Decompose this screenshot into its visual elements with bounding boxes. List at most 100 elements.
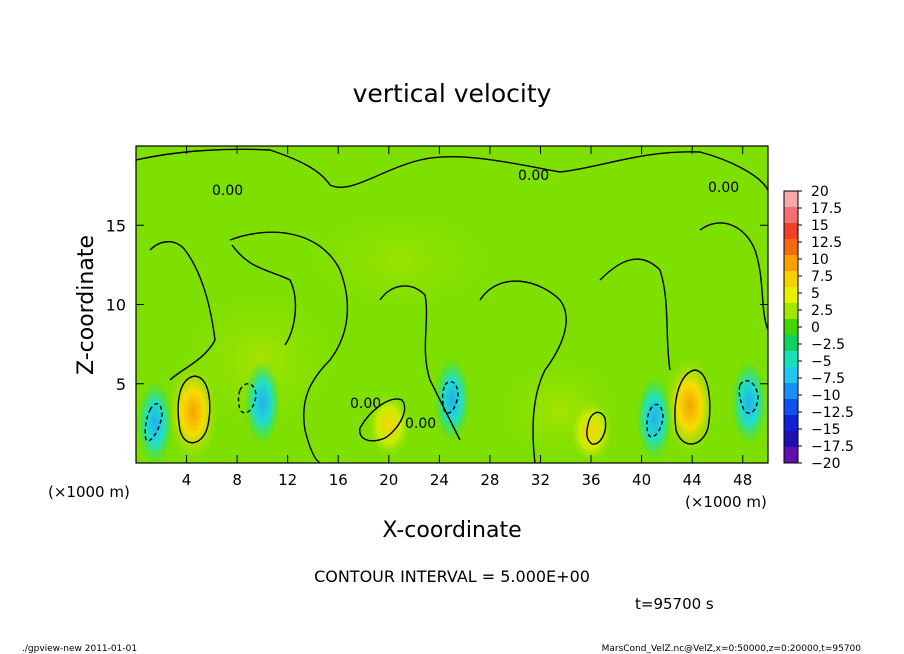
contour-line — [379, 285, 461, 441]
colorbar-cell — [784, 415, 798, 432]
footer-right: MarsCond_VelZ.nc@VelZ,x=0:50000,z=0:2000… — [602, 644, 862, 654]
contour-labels: 0.00 0.00 0.00 0.00 0.00 — [212, 168, 739, 432]
colorbar-cell — [784, 447, 798, 464]
colorbar-label: −20 — [811, 456, 841, 472]
draft-cells — [136, 355, 768, 463]
colorbar-cell — [784, 335, 798, 352]
contour-interval: CONTOUR INTERVAL = 5.000E+00 — [314, 567, 590, 586]
mild-region — [290, 200, 510, 320]
colorbar-label: −15 — [811, 422, 841, 438]
updraft-cell — [663, 355, 716, 456]
colorbar-cell — [784, 431, 798, 448]
contour-line — [738, 380, 759, 414]
downdraft-cell — [731, 360, 768, 445]
colorbar-cell — [784, 303, 798, 320]
contour-label: 0.00 — [212, 183, 243, 199]
colorbar-label: −2.5 — [811, 337, 845, 353]
contour-line — [586, 411, 607, 445]
colorbar-cell — [784, 287, 798, 304]
y-tick-label: 10 — [106, 296, 126, 315]
footer-left: ./gpview-new 2011-01-01 — [22, 644, 137, 654]
contour-line — [599, 258, 671, 371]
x-unit-right: (×1000 m) — [685, 493, 767, 511]
y-axis-label: Z-coordinate — [74, 235, 99, 375]
colorbar-labels: 2017.51512.5107.552.50−2.5−5−7.5−10−12.5… — [798, 184, 854, 472]
x-tick-label: 40 — [632, 471, 651, 489]
colorbar-cell — [784, 399, 798, 416]
contour-line — [674, 369, 711, 445]
contour-line — [441, 380, 459, 414]
downdraft-cell — [136, 381, 173, 463]
contour-line — [229, 231, 348, 463]
x-tick-label: 8 — [232, 471, 242, 489]
colorbar-cell — [784, 207, 798, 224]
colorbar-cell — [784, 191, 798, 208]
colorbar-label: 20 — [811, 184, 829, 200]
contour-label: 0.00 — [350, 396, 381, 412]
colorbar-label: −5 — [811, 354, 832, 370]
colorbar-label: 7.5 — [811, 269, 833, 285]
updraft-cell — [166, 362, 219, 463]
contour-line — [359, 398, 406, 442]
colorbar-cell — [784, 255, 798, 272]
contour-label: 0.00 — [518, 168, 549, 184]
colorbar: 2017.51512.5107.552.50−2.5−5−7.5−10−12.5… — [783, 184, 854, 472]
colorbar-cell — [784, 319, 798, 336]
updraft-cell — [569, 399, 614, 463]
x-axis: 4 8 12 16 20 24 28 32 36 40 44 48 — [182, 146, 752, 489]
downdraft-cell — [244, 360, 281, 445]
colorbar-label: −10 — [811, 388, 841, 404]
y-tick-label: 15 — [106, 216, 126, 235]
mild-region — [490, 350, 630, 463]
y-tick-label: 5 — [116, 375, 126, 394]
x-tick-label: 12 — [278, 471, 297, 489]
colorbar-cells — [784, 191, 798, 464]
colorbar-cell — [784, 383, 798, 400]
x-axis-label: X-coordinate — [382, 518, 521, 543]
x-tick-label: 4 — [182, 471, 192, 489]
time-stamp: t=95700 s — [635, 595, 714, 613]
contour-line — [699, 222, 768, 331]
colorbar-cell — [784, 223, 798, 240]
x-tick-label: 20 — [379, 471, 398, 489]
colorbar-cell — [784, 351, 798, 368]
x-tick-label: 16 — [329, 471, 348, 489]
colorbar-label: 15 — [811, 218, 829, 234]
x-tick-label: 32 — [531, 471, 550, 489]
updraft-cell — [366, 392, 411, 457]
contour-line — [149, 241, 216, 381]
contour-line — [237, 383, 257, 414]
colorbar-label: −17.5 — [811, 439, 854, 455]
contour-line — [144, 403, 163, 442]
x-tick-label: 28 — [480, 471, 499, 489]
colorbar-label: −12.5 — [811, 405, 854, 421]
contour-line — [646, 403, 664, 438]
x-unit-left: (×1000 m) — [48, 483, 130, 501]
colorbar-label: 0 — [811, 320, 820, 336]
colorbar-label: 5 — [811, 286, 820, 302]
colorbar-label: 17.5 — [811, 201, 842, 217]
colorbar-cell — [784, 271, 798, 288]
x-tick-label: 48 — [733, 471, 752, 489]
contour-line — [136, 148, 768, 191]
colorbar-label: −7.5 — [811, 371, 845, 387]
colorbar-label: 10 — [811, 252, 829, 268]
contour-line — [231, 244, 297, 346]
colorbar-label: 12.5 — [811, 235, 842, 251]
colorbar-label: 2.5 — [811, 303, 833, 319]
colorbar-cell — [784, 367, 798, 384]
field-layer: 0.00 0.00 0.00 0.00 0.00 — [136, 148, 768, 463]
downdraft-cell — [434, 357, 470, 442]
contour-line — [177, 375, 211, 444]
contour-label: 0.00 — [405, 416, 436, 432]
x-tick-label: 24 — [430, 471, 449, 489]
plot-area: 0.00 0.00 0.00 0.00 0.00 4 8 12 16 20 24 28 32 3… — [106, 145, 769, 489]
colorbar-cell — [784, 239, 798, 256]
chart-title: vertical velocity — [353, 79, 552, 108]
x-tick-label: 44 — [683, 471, 702, 489]
contour-lines — [136, 148, 768, 463]
contour-line — [479, 280, 567, 463]
x-tick-label: 36 — [581, 471, 600, 489]
y-axis: 5 10 15 — [106, 216, 768, 394]
